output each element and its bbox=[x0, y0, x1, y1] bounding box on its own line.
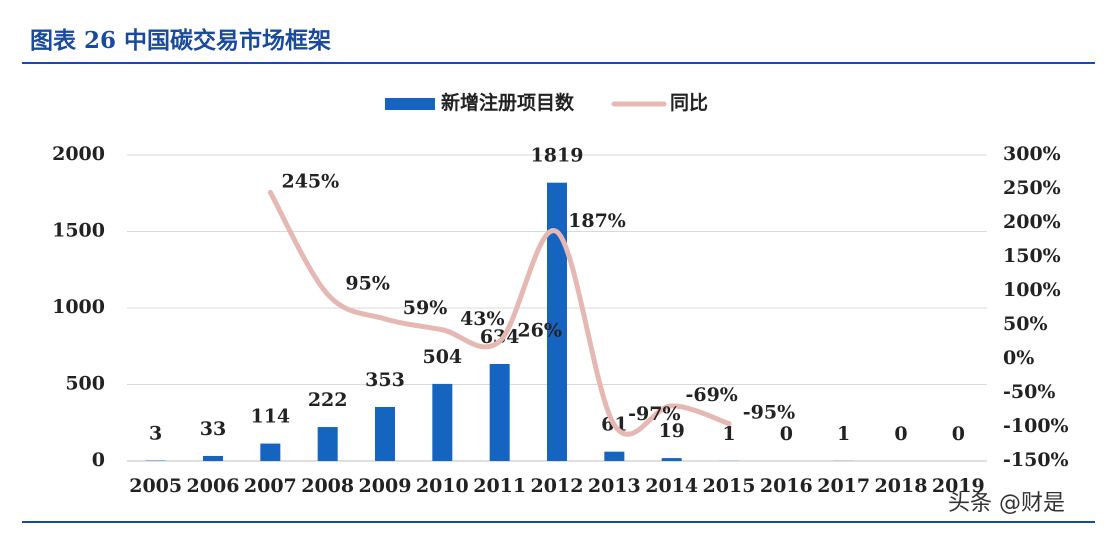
y-tick-label: 500 bbox=[65, 373, 105, 395]
yoy-line bbox=[267, 189, 732, 437]
x-tick-label: 2018 bbox=[875, 475, 928, 497]
y2-tick-label: 250% bbox=[1003, 177, 1061, 199]
y2-tick-label: -50% bbox=[1003, 381, 1055, 403]
bar bbox=[375, 406, 395, 461]
bar-value-label: 0 bbox=[952, 423, 965, 445]
y2-tick-label: 100% bbox=[1003, 279, 1061, 301]
x-tick-label: 2014 bbox=[645, 475, 698, 497]
y-tick-label: 1500 bbox=[52, 220, 105, 242]
bar-value-label: 33 bbox=[200, 418, 226, 440]
x-tick-label: 2006 bbox=[187, 475, 240, 497]
bar bbox=[661, 458, 682, 461]
x-tick-label: 2005 bbox=[129, 475, 182, 497]
y2-tick-label: 200% bbox=[1003, 211, 1061, 233]
bar-value-label: 222 bbox=[308, 389, 348, 411]
bar bbox=[547, 182, 567, 461]
y2-tick-label: 300% bbox=[1003, 143, 1061, 165]
x-tick-label: 2009 bbox=[359, 475, 412, 497]
line-value-label: 245% bbox=[281, 170, 339, 192]
line-value-label: -97% bbox=[628, 403, 680, 425]
watermark: 头条 @财是 bbox=[948, 491, 1065, 516]
y-tick-label: 0 bbox=[92, 449, 105, 471]
bar bbox=[203, 455, 223, 461]
legend-label: 新增注册项目数 bbox=[441, 91, 575, 114]
x-tick-label: 2008 bbox=[301, 475, 354, 497]
y2-tick-label: -150% bbox=[1003, 449, 1069, 471]
bar bbox=[604, 451, 625, 461]
bar-value-label: 1 bbox=[722, 423, 735, 445]
y2-tick-label: 150% bbox=[1003, 245, 1061, 267]
bar-value-label: 634 bbox=[480, 326, 520, 348]
bar-value-label: 114 bbox=[250, 406, 290, 428]
bar-value-label: 1819 bbox=[531, 145, 584, 167]
bar-value-label: 19 bbox=[658, 420, 684, 442]
y-tick-label: 2000 bbox=[52, 143, 105, 165]
bar-value-label: 0 bbox=[780, 423, 793, 445]
line-value-label: -95% bbox=[743, 402, 795, 424]
chart-title: 图表 26 中国碳交易市场框架 bbox=[30, 27, 331, 54]
line-value-label: 187% bbox=[568, 210, 626, 232]
x-tick-label: 2010 bbox=[416, 475, 469, 497]
x-tick-label: 2011 bbox=[473, 475, 526, 497]
bar-value-label: 3 bbox=[149, 423, 162, 445]
bar-value-label: 504 bbox=[422, 346, 462, 368]
x-tick-label: 2007 bbox=[244, 475, 297, 497]
bar bbox=[260, 443, 281, 461]
line-value-label: 95% bbox=[345, 272, 390, 294]
y2-tick-label: 50% bbox=[1003, 313, 1048, 335]
x-tick-label: 2016 bbox=[760, 475, 813, 497]
line-value-label: 26% bbox=[517, 319, 562, 341]
line-value-label: -69% bbox=[685, 384, 737, 406]
y-tick-label: 1000 bbox=[52, 296, 105, 318]
bar-value-label: 353 bbox=[365, 369, 405, 391]
bar bbox=[317, 427, 338, 461]
bar bbox=[489, 363, 510, 461]
bar-value-label: 0 bbox=[894, 423, 907, 445]
y2-tick-label: 0% bbox=[1003, 347, 1034, 369]
bar-value-label: 1 bbox=[837, 423, 850, 445]
bar bbox=[432, 383, 453, 461]
x-tick-label: 2015 bbox=[703, 475, 756, 497]
line-value-label: 43% bbox=[460, 308, 505, 330]
line-value-label: 59% bbox=[403, 297, 448, 319]
legend-swatch bbox=[385, 98, 435, 110]
x-tick-label: 2012 bbox=[531, 475, 584, 497]
legend-label: 同比 bbox=[670, 92, 708, 114]
x-tick-label: 2019 bbox=[932, 475, 985, 497]
x-tick-label: 2017 bbox=[817, 475, 870, 497]
y2-tick-label: -100% bbox=[1003, 415, 1069, 437]
x-tick-label: 2013 bbox=[588, 475, 641, 497]
